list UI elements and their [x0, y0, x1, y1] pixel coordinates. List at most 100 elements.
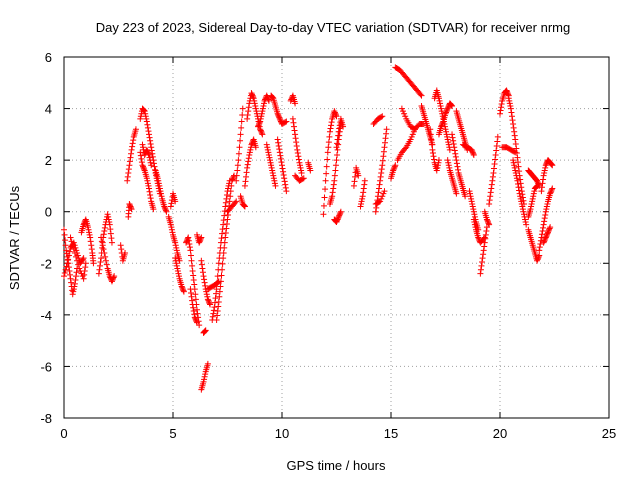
data-point [210, 310, 217, 317]
data-point [510, 124, 517, 131]
data-point [154, 175, 161, 182]
data-point [215, 278, 222, 285]
data-point [437, 102, 444, 109]
data-point [417, 91, 424, 98]
data-point [468, 195, 475, 202]
data-point [143, 115, 150, 122]
data-point [233, 177, 240, 184]
data-point [448, 102, 455, 109]
y-tick-label: 6 [45, 50, 52, 65]
data-point [253, 108, 260, 115]
data-point [263, 141, 270, 148]
data-point [161, 203, 168, 210]
data-point [330, 181, 337, 188]
data-point [101, 249, 108, 256]
data-point [334, 216, 341, 223]
data-point [283, 118, 290, 125]
data-point [544, 229, 551, 236]
data-point [469, 203, 476, 210]
data-point [479, 255, 486, 262]
data-point [470, 151, 477, 158]
data-point [506, 100, 513, 107]
data-point [169, 229, 176, 236]
data-point [219, 266, 226, 273]
data-point [335, 132, 342, 139]
data-point [376, 199, 383, 206]
data-point [245, 104, 252, 111]
data-point [541, 167, 548, 174]
data-point [510, 121, 517, 128]
data-point [360, 185, 367, 192]
data-point [198, 257, 205, 264]
data-point [227, 193, 234, 200]
data-point [494, 138, 501, 145]
data-point [175, 270, 182, 277]
data-point [402, 145, 409, 152]
data-point [80, 275, 87, 282]
data-point [128, 206, 135, 213]
data-point [379, 162, 386, 169]
data-point [438, 123, 445, 130]
data-point [512, 170, 519, 177]
data-point [548, 188, 555, 195]
data-point [251, 97, 258, 104]
data-point [510, 157, 517, 164]
data-point [204, 296, 211, 303]
data-point [331, 108, 338, 115]
data-point [467, 193, 474, 200]
data-point [340, 123, 347, 130]
data-point [172, 198, 179, 205]
data-point [192, 291, 199, 298]
data-point [275, 139, 282, 146]
data-point [489, 177, 496, 184]
data-point [375, 189, 382, 196]
data-point [444, 105, 451, 112]
data-point [251, 100, 258, 107]
data-point [282, 119, 289, 126]
data-point [203, 291, 210, 298]
data-point [99, 242, 106, 249]
data-point [276, 149, 283, 156]
data-point [68, 279, 75, 286]
data-point [485, 219, 492, 226]
data-point [513, 145, 520, 152]
data-point [188, 293, 195, 300]
data-point [445, 141, 452, 148]
data-point [445, 104, 452, 111]
data-point [529, 195, 536, 202]
data-point [326, 128, 333, 135]
data-point [361, 177, 368, 184]
data-point [201, 373, 208, 380]
data-point [197, 237, 204, 244]
data-point [337, 124, 344, 131]
data-point [493, 142, 500, 149]
data-point [100, 246, 107, 253]
data-point [141, 107, 148, 114]
data-point [280, 171, 287, 178]
data-point [466, 188, 473, 195]
data-point [434, 164, 441, 171]
data-point [444, 133, 451, 140]
data-point [144, 149, 151, 156]
data-point [239, 112, 246, 119]
data-point [229, 176, 236, 183]
data-point [487, 193, 494, 200]
x-tick-label: 0 [60, 426, 67, 441]
data-point [189, 262, 196, 269]
data-point [350, 182, 357, 189]
data-point [446, 146, 453, 153]
data-point [519, 203, 526, 210]
data-point [516, 190, 523, 197]
data-point [70, 288, 77, 295]
data-point [173, 247, 180, 254]
y-tick-label: -2 [40, 256, 52, 271]
data-point [144, 124, 151, 131]
data-point [333, 113, 340, 120]
data-point [161, 204, 168, 211]
data-point [330, 185, 337, 192]
data-point [150, 206, 157, 213]
data-point [481, 234, 488, 241]
chart-title: Day 223 of 2023, Sidereal Day-to-day VTE… [96, 20, 570, 35]
data-point [138, 159, 145, 166]
data-point [222, 199, 229, 206]
